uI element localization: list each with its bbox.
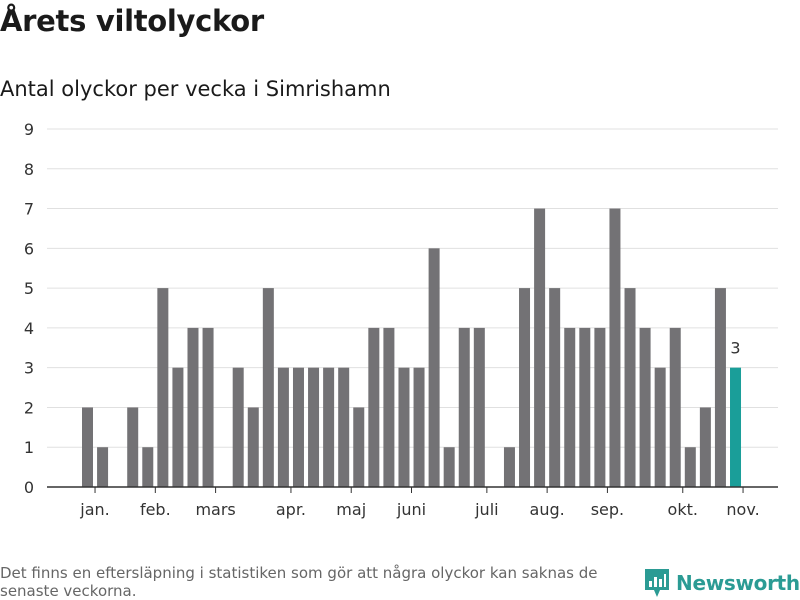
y-tick-label: 7 xyxy=(24,200,34,219)
x-tick-label: mars xyxy=(195,500,235,519)
bar xyxy=(187,327,199,487)
bar xyxy=(443,447,455,487)
bar xyxy=(639,327,651,487)
y-tick-label: 3 xyxy=(24,359,34,378)
bar xyxy=(368,327,380,487)
bar xyxy=(714,288,726,487)
bar-highlight xyxy=(730,367,742,487)
bar xyxy=(172,367,184,487)
x-tick-label: jan. xyxy=(79,500,109,519)
bar xyxy=(82,407,93,487)
x-tick-label: aug. xyxy=(530,500,565,519)
x-tick-label: nov. xyxy=(726,500,759,519)
bar xyxy=(654,367,666,487)
bar xyxy=(323,367,335,487)
y-tick-label: 8 xyxy=(24,160,34,179)
bar xyxy=(579,327,591,487)
bar xyxy=(609,208,621,488)
newsworthy-brand[interactable]: Newsworthy xyxy=(644,568,800,598)
bar xyxy=(247,407,259,487)
data-label: 3 xyxy=(730,339,740,358)
y-tick-label: 5 xyxy=(24,279,34,298)
bar xyxy=(699,407,711,487)
x-tick-label: okt. xyxy=(668,500,698,519)
y-tick-label: 2 xyxy=(24,398,34,417)
bar xyxy=(473,327,485,487)
bar xyxy=(157,288,169,487)
y-tick-label: 6 xyxy=(24,239,34,258)
y-tick-label: 9 xyxy=(24,120,34,139)
bar xyxy=(232,367,244,487)
bar xyxy=(519,288,531,487)
bar xyxy=(338,367,350,487)
bar xyxy=(262,288,274,487)
bar xyxy=(292,367,304,487)
y-tick-label: 1 xyxy=(24,438,34,457)
footer-note: Det finns en eftersläpning i statistiken… xyxy=(0,564,598,600)
newsworthy-logo-icon xyxy=(645,569,669,597)
x-tick-label: sep. xyxy=(591,500,624,519)
bar-chart: 0 1 2 3 4 5 6 7 8 9 3 jan. feb. mars apr. maj juni juli au… xyxy=(24,120,778,519)
x-tick-label: feb. xyxy=(140,500,171,519)
bar xyxy=(413,367,425,487)
bar xyxy=(428,248,440,487)
bar xyxy=(669,327,681,487)
bar xyxy=(503,447,515,487)
chart-title: Årets viltolyckor xyxy=(0,4,264,38)
bar xyxy=(624,288,636,487)
bar xyxy=(127,407,139,487)
y-tick-label: 4 xyxy=(24,319,34,338)
chart-subtitle: Antal olyckor per vecka i Simrishamn xyxy=(0,77,391,101)
bar xyxy=(142,447,154,487)
bar xyxy=(458,327,470,487)
y-tick-label: 0 xyxy=(24,478,34,497)
bar xyxy=(97,447,109,487)
bar xyxy=(594,327,606,487)
x-tick-label: juli xyxy=(474,500,498,519)
x-tick-label: apr. xyxy=(276,500,306,519)
bar xyxy=(308,367,320,487)
x-tick-label: maj xyxy=(336,500,366,519)
bar xyxy=(549,288,561,487)
x-tick-label: juni xyxy=(396,500,426,519)
bar xyxy=(277,367,289,487)
bar xyxy=(534,208,546,488)
bar xyxy=(564,327,576,487)
bar xyxy=(383,327,395,487)
bar xyxy=(398,367,410,487)
brand-name: Newsworthy xyxy=(676,571,800,595)
bar xyxy=(353,407,365,487)
bar xyxy=(202,327,214,487)
bar xyxy=(684,447,696,487)
